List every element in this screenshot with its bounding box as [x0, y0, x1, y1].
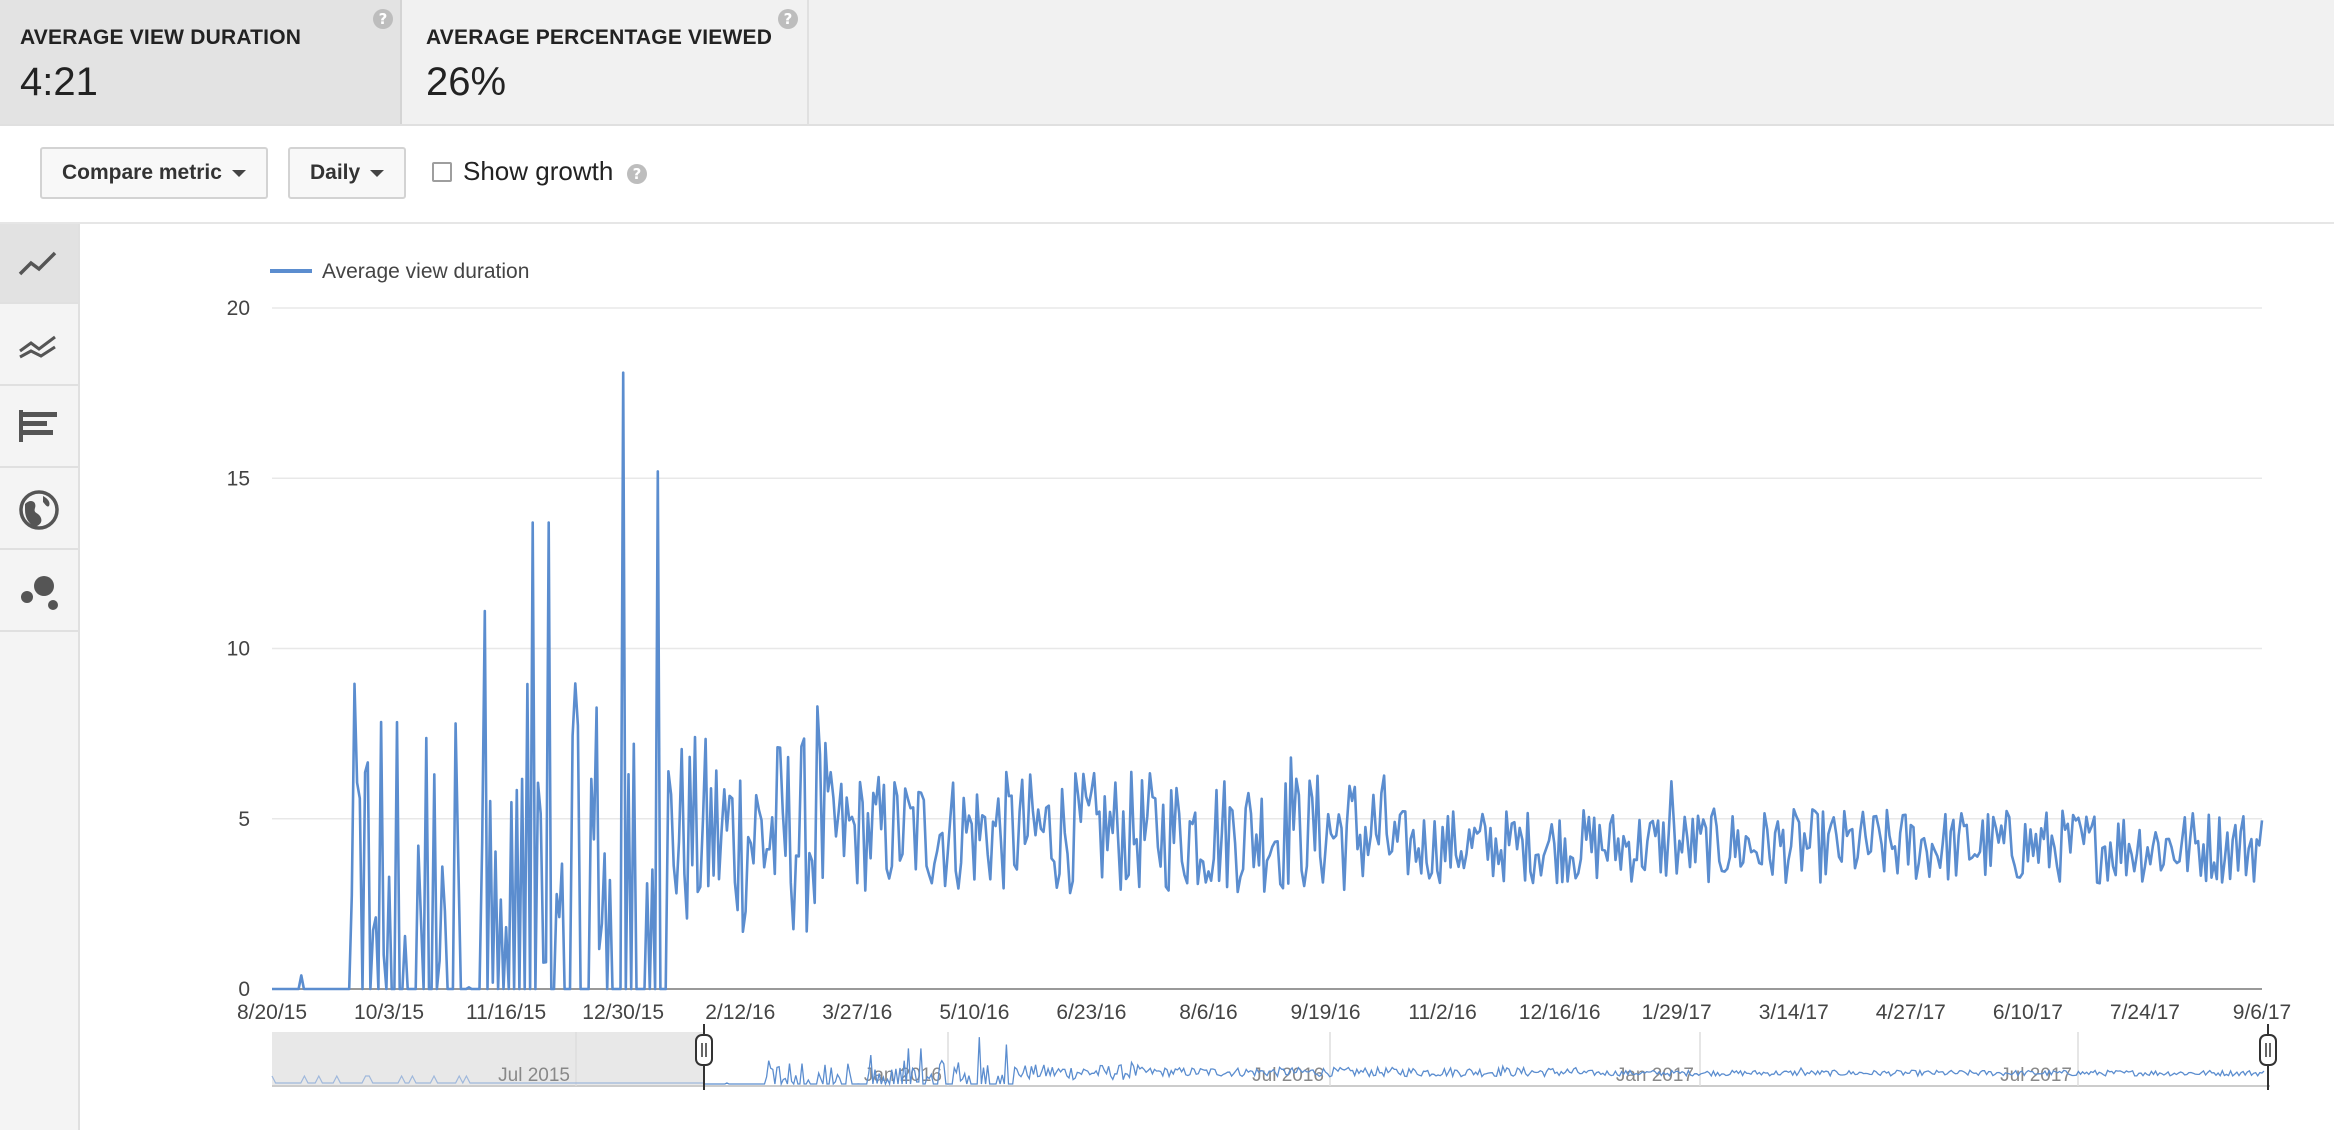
metric-label: AVERAGE VIEW DURATION [20, 26, 302, 49]
y-tick-label: 0 [238, 978, 250, 1001]
metric-card-avg-view-duration[interactable]: AVERAGE VIEW DURATION 4:21 ? [0, 0, 402, 124]
bar-chart-icon [19, 410, 57, 442]
interval-label: Daily [310, 161, 361, 184]
view-duration-chart: 0 5 10 15 20 8/20/15 10/3/15 11/16/15 12/30/15 2/… [227, 260, 2291, 1090]
navigator-unselected-range [272, 1032, 704, 1086]
x-tick-label: 8/6/16 [1179, 1001, 1237, 1024]
y-tick-label: 20 [227, 297, 250, 320]
line-chart-icon [18, 251, 57, 276]
x-tick-label: 3/14/17 [1759, 1001, 1829, 1024]
chart-toolbar: Compare metric Daily Show growth ? [0, 126, 2334, 224]
chevron-down-icon [370, 170, 384, 177]
globe-icon [19, 490, 59, 530]
y-tick-label: 5 [238, 808, 250, 831]
line-chart-button[interactable] [0, 224, 78, 304]
x-tick-label: 12/16/16 [1519, 1001, 1601, 1024]
chevron-down-icon [232, 170, 246, 177]
metric-cards: AVERAGE VIEW DURATION 4:21 ? AVERAGE PER… [0, 0, 2334, 126]
x-tick-label: 8/20/15 [237, 1001, 307, 1024]
navigator-series-prerange [271, 1074, 704, 1085]
x-tick-label: 2/12/16 [705, 1001, 775, 1024]
map-chart-button[interactable] [0, 470, 78, 550]
legend-label: Average view duration [322, 260, 529, 283]
x-tick-label: 11/16/15 [466, 1001, 546, 1024]
x-tick-label: 7/24/17 [2110, 1001, 2180, 1024]
y-tick-label: 15 [227, 467, 250, 490]
navigator-label: Jul 2017 [2000, 1065, 2072, 1086]
navigator-series [704, 1037, 2265, 1087]
compare-metric-dropdown[interactable]: Compare metric [40, 147, 268, 199]
bubble-chart-button[interactable] [0, 552, 78, 632]
metric-label: AVERAGE PERCENTAGE VIEWED [426, 26, 773, 49]
show-growth-checkbox[interactable] [432, 162, 452, 182]
help-icon[interactable]: ? [373, 9, 393, 29]
x-tick-label: 12/30/15 [582, 1001, 664, 1024]
x-tick-label: 4/27/17 [1876, 1001, 1946, 1024]
navigator-handle-right[interactable] [2259, 1034, 2277, 1066]
x-tick-label: 9/19/16 [1290, 1001, 1360, 1024]
interval-dropdown[interactable]: Daily [288, 147, 406, 199]
navigator-handle-left[interactable] [695, 1034, 713, 1066]
multiline-chart-icon [19, 335, 56, 359]
x-tick-label: 6/10/17 [1993, 1001, 2063, 1024]
x-tick-label: 1/29/17 [1642, 1001, 1712, 1024]
multiline-chart-button[interactable] [0, 306, 78, 386]
compare-metric-label: Compare metric [62, 161, 222, 184]
bubble-chart-icon [21, 576, 58, 610]
series-line-average-view-duration [272, 371, 2264, 991]
chart-area: 0 5 10 15 20 8/20/15 10/3/15 11/16/15 12/30/15 2/… [80, 224, 2334, 1130]
navigator-label: Jul 2015 [498, 1065, 570, 1086]
x-tick-label: 11/2/16 [1408, 1001, 1477, 1024]
x-tick-label: 3/27/16 [822, 1001, 892, 1024]
x-tick-label: 10/3/15 [354, 1001, 424, 1024]
bar-chart-button[interactable] [0, 388, 78, 468]
help-icon[interactable]: ? [627, 164, 647, 184]
x-tick-label: 9/6/17 [2233, 1001, 2291, 1024]
metric-value: 4:21 [20, 60, 98, 104]
metric-value: 26% [426, 60, 507, 104]
navigator-label: Jan 2017 [1616, 1065, 1694, 1086]
help-icon[interactable]: ? [778, 9, 798, 29]
y-tick-label: 10 [227, 638, 250, 661]
show-growth-label[interactable]: Show growth [463, 156, 614, 186]
chart-type-sidebar [0, 224, 80, 1130]
metric-card-avg-percentage-viewed[interactable]: AVERAGE PERCENTAGE VIEWED 26% ? [404, 0, 809, 124]
x-tick-label: 6/23/16 [1056, 1001, 1126, 1024]
x-tick-label: 5/10/16 [939, 1001, 1009, 1024]
